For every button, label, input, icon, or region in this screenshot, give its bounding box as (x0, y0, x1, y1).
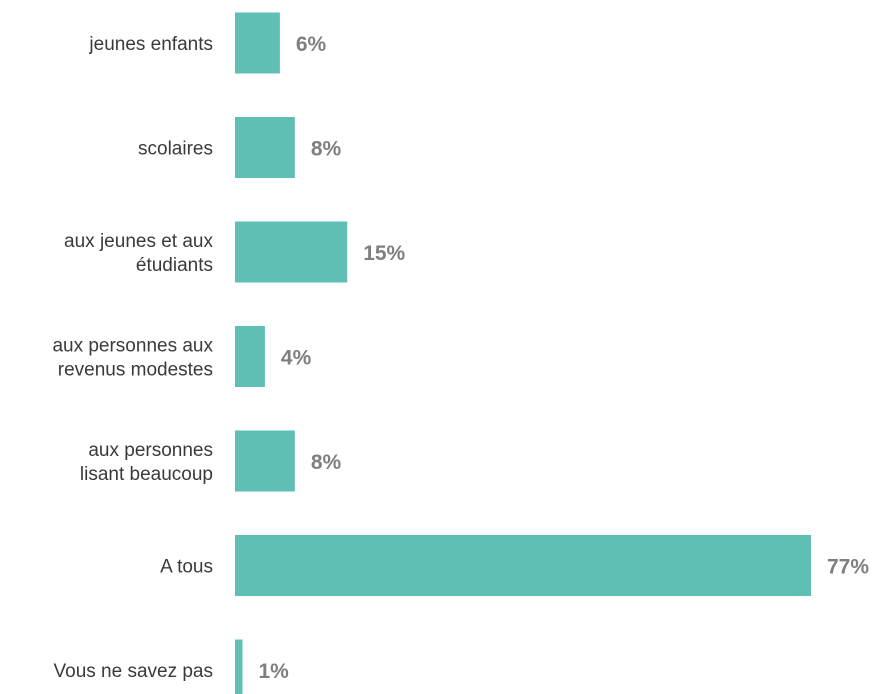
value-label-3: 4% (281, 347, 312, 370)
category-label-line: aux personnes (88, 440, 213, 461)
category-label-0: jeunes enfants (88, 34, 213, 55)
value-label-4: 8% (311, 451, 342, 474)
category-label-2: aux jeunes et aux étudiants (64, 231, 213, 276)
bar-1 (235, 117, 295, 178)
bar-4 (235, 430, 295, 492)
category-label-4: aux personnes lisant beaucoup (80, 440, 213, 485)
category-label-line: aux jeunes et aux (64, 231, 213, 252)
category-label-line: revenus modestes (58, 360, 213, 381)
category-label-5: A tous (160, 557, 213, 578)
category-label-line: A tous (160, 557, 213, 578)
category-label-line: aux personnes aux (52, 336, 213, 357)
value-label-5: 77% (827, 556, 869, 579)
value-label-2: 15% (363, 242, 405, 265)
bar-0 (235, 12, 280, 74)
bar-2 (235, 221, 348, 283)
value-labels-group: 6% 8% 15% 4% 8% 77% 1% (258, 33, 869, 683)
category-label-1: scolaires (138, 139, 213, 160)
bar-5 (235, 535, 811, 596)
value-label-1: 8% (311, 138, 342, 161)
category-label-3: aux personnes aux revenus modestes (52, 336, 213, 381)
value-label-0: 6% (296, 33, 327, 56)
category-label-line: scolaires (138, 139, 213, 160)
value-label-6: 1% (258, 660, 289, 683)
bar-6 (235, 639, 243, 694)
category-label-6: Vous ne savez pas (54, 661, 214, 682)
category-label-line: Vous ne savez pas (54, 661, 214, 682)
category-label-line: lisant beaucoup (80, 464, 213, 485)
bars-group (235, 12, 811, 694)
category-labels-group: jeunes enfants scolaires aux jeunes et aux… (52, 34, 213, 682)
bar-3 (235, 326, 265, 387)
category-label-line: jeunes enfants (88, 34, 213, 55)
category-label-line: étudiants (136, 255, 213, 276)
